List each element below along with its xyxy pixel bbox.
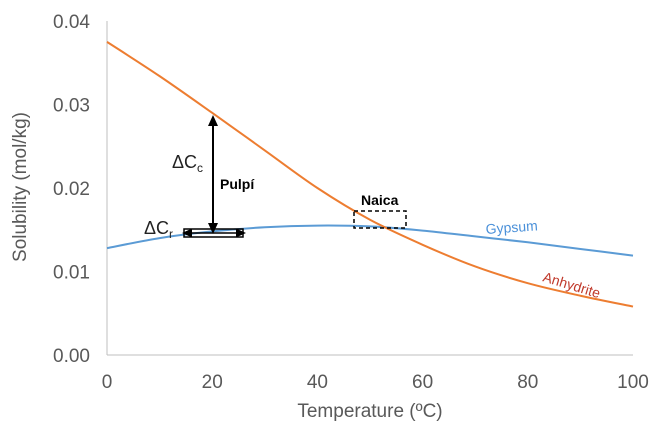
delta-r-arrowhead-right [236, 228, 246, 238]
delta-c-label: ΔCc [172, 152, 203, 175]
annotations: Naica Pulpí ΔCc ΔCr [144, 115, 407, 241]
y-tick-label: 0.01 [53, 263, 90, 284]
y-tick-label: 0.02 [53, 179, 90, 200]
axes [106, 21, 633, 356]
y-tick-label: 0.03 [53, 96, 90, 117]
delta-r-main: ΔC [144, 218, 169, 238]
pulpi-label: Pulpí [220, 176, 255, 192]
naica-label: Naica [361, 192, 399, 208]
x-tick-label: 40 [307, 372, 328, 393]
y-tick-label: 0.00 [53, 346, 90, 367]
y-axis-title: Solubility (mol/kg) [10, 112, 31, 262]
series-labels: Gypsum Anhydrite [485, 217, 602, 301]
delta-c-arrowhead-top [208, 115, 218, 126]
anhydrite-series-line [106, 41, 634, 308]
naica-box [353, 210, 407, 229]
anhydrite-label: Anhydrite [541, 269, 602, 302]
x-tick-label: 60 [412, 372, 433, 393]
delta-r-arrowhead-left [182, 228, 192, 238]
delta-c-main: ΔC [172, 152, 197, 172]
series-lines [106, 41, 634, 308]
gypsum-label: Gypsum [485, 217, 538, 237]
x-tick-label: 20 [202, 372, 223, 393]
x-tick-label: 0 [102, 372, 113, 393]
tick-labels: 0 20 40 60 80 100 0.00 0.01 0.02 0.03 0.04 [53, 12, 649, 393]
delta-r-sub: r [169, 227, 173, 241]
x-axis-title: Temperature (ºC) [297, 401, 442, 422]
x-tick-label: 80 [517, 372, 538, 393]
delta-r-label: ΔCr [144, 218, 173, 241]
delta-c-sub: c [197, 161, 203, 175]
gypsum-series-line [106, 224, 634, 257]
y-tick-label: 0.04 [53, 12, 90, 33]
x-tick-label: 100 [617, 372, 649, 393]
